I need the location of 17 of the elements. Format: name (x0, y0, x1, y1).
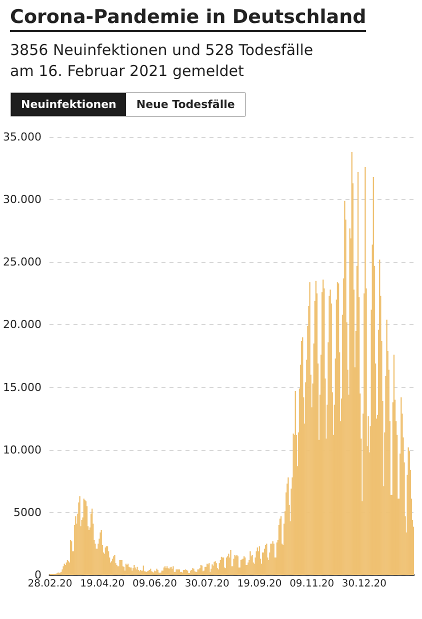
y-tick-label: 20.000 (2, 318, 42, 332)
x-tick-label: 30.12.20 (342, 578, 386, 590)
x-tick-label: 28.02.20 (28, 578, 72, 590)
y-tick-label: 25.000 (2, 256, 42, 269)
toggle-buttons: Neuinfektionen Neue Todesfälle (10, 92, 246, 117)
y-tick-label: 15.000 (2, 380, 42, 394)
y-tick-label: 5000 (13, 506, 42, 519)
y-tick-label: 10.000 (2, 443, 42, 456)
x-tick-label: 19.09.20 (237, 578, 282, 590)
x-tick-label: 30.07.20 (184, 578, 230, 590)
y-tick-label: 35.000 (2, 130, 42, 144)
y-tick-label: 30.000 (2, 193, 42, 206)
x-tick-label: 09.06.20 (132, 578, 177, 590)
x-tick-label: 19.04.20 (80, 578, 125, 590)
chart-subtitle: 3856 Neuinfektionen und 528 Todesfälle am 16. Februar 2021 gemeldet (10, 40, 314, 82)
chart-title: Corona-Pandemie in Deutschland (10, 6, 366, 32)
x-tick-label: 09.11.20 (290, 578, 334, 590)
